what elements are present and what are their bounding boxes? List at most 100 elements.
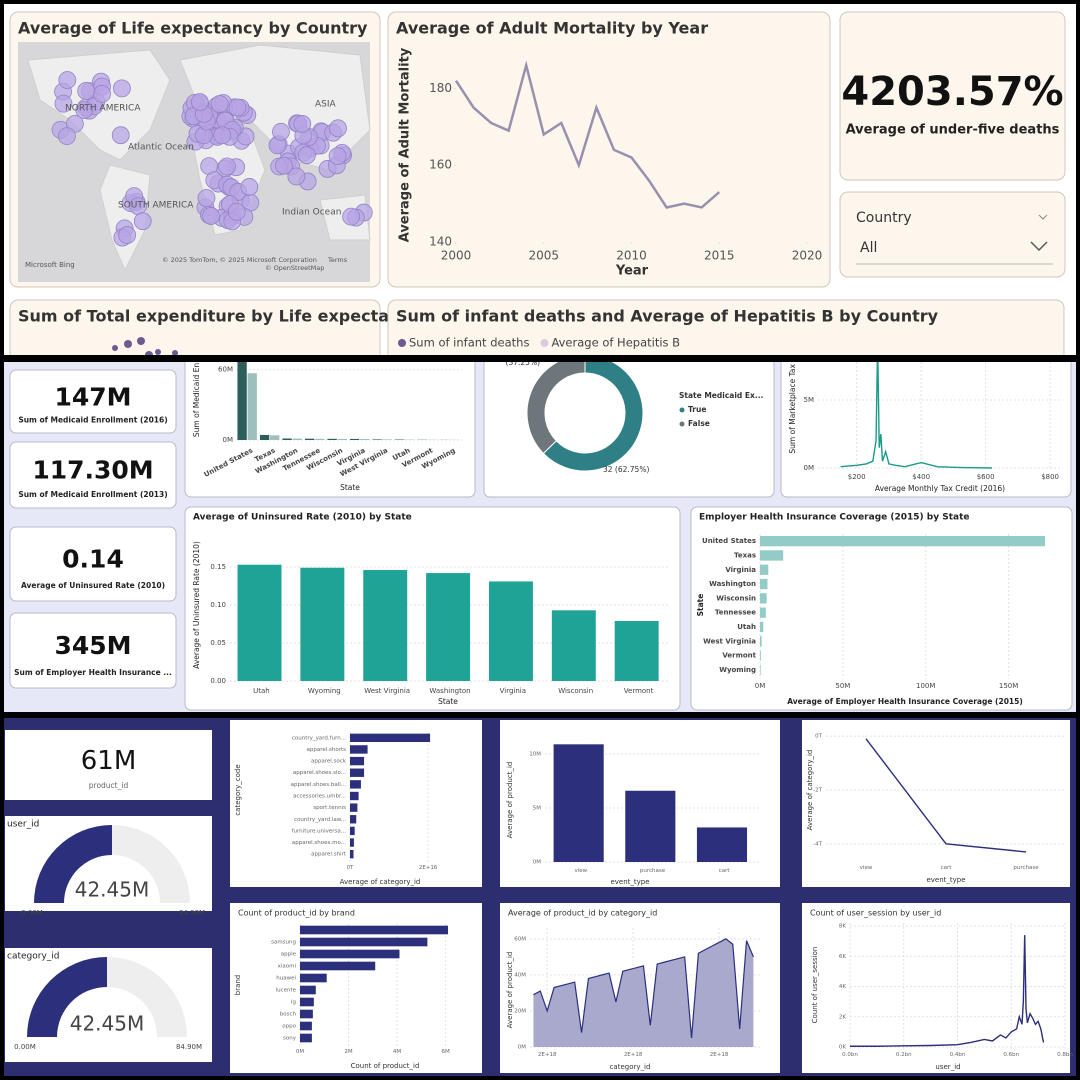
gauge-max-label: 84.90M: [179, 909, 205, 917]
y-tick-label: 180: [429, 81, 452, 95]
category-label: Washington: [709, 580, 756, 588]
panel-card: 0.14 Average of Uninsured Rate (2010): [9, 526, 177, 602]
y-tick-label: 0.00: [210, 677, 226, 685]
y-axis-label: Sum of Marketplace Tax C: [788, 356, 797, 453]
x-tick-label: $800: [1041, 473, 1059, 481]
map-bubble: [54, 94, 73, 113]
panel: [839, 191, 1066, 278]
map-label: SOUTH AMERICA: [118, 201, 194, 211]
dashboard-life-expectancy: Average of Life expectancy by Country NOR…: [4, 4, 1076, 355]
map-bubble: [58, 127, 76, 146]
data-line: [454, 60, 721, 209]
gauge-title: category_id: [7, 952, 60, 962]
x-axis-label: user_id: [935, 1063, 960, 1071]
x-tick-label: 2015: [704, 249, 735, 263]
x-tick-label: 2M: [344, 1049, 352, 1055]
y-tick-label: 0M: [518, 1045, 526, 1051]
x-tick-label: 2E+18: [624, 1052, 643, 1058]
bar: [327, 438, 337, 440]
bar: [300, 925, 449, 935]
x-tick-label: 2E+16: [419, 865, 438, 871]
scatter-dot-decoration: [172, 350, 178, 355]
x-tick-label: 2000: [441, 249, 472, 263]
y-tick-label: 8K: [839, 924, 846, 930]
card-value: 345M: [54, 631, 131, 660]
bar: [760, 636, 762, 647]
map-bubble: [329, 119, 347, 138]
x-tick-label: $600: [977, 473, 995, 481]
bar: [350, 733, 431, 743]
map-label: © 2025 TomTom, © 2025 Microsoft Corporat…: [162, 256, 317, 264]
category-label: cart: [719, 868, 731, 874]
legend-label: False: [688, 419, 710, 428]
card-value: 147M: [54, 382, 131, 411]
y-tick-label: -4T: [813, 841, 822, 847]
card-value: 117.30M: [32, 456, 153, 485]
x-axis-label: State: [438, 697, 458, 706]
bar: [551, 610, 596, 681]
category-label: apparel.shorts: [306, 747, 346, 753]
legend-title: State Medicaid Ex...: [679, 391, 764, 400]
map-bubble: [298, 146, 316, 165]
panel-card: 61M product_id: [5, 730, 212, 800]
bar: [315, 438, 325, 440]
bar: [247, 373, 257, 440]
panel-donut: 32 (62.75%) (37.25%) State Medicaid Ex... T…: [483, 362, 775, 498]
panel-legend: Sum of infant deaths and Average of Hepa…: [387, 299, 1065, 355]
category-label: oppo: [282, 1024, 296, 1030]
y-axis-label: Count of user_session: [811, 947, 819, 1024]
x-tick-label: 100M: [916, 682, 935, 690]
category-label: apple: [281, 952, 297, 958]
bar: [363, 570, 408, 681]
panel-line: 0T -2T -4T event_type Average of category_id…: [802, 720, 1070, 887]
category-label: West Virginia: [364, 687, 410, 695]
category-label: samsung: [271, 940, 296, 946]
card-label: Sum of Medicaid Enrollment (2013): [18, 490, 167, 499]
panel: [690, 506, 1073, 711]
category-label: view: [860, 865, 873, 871]
donut-slice: [542, 362, 644, 472]
category-label: Utah: [253, 687, 270, 695]
x-tick-label: 0.8bn: [1057, 1052, 1073, 1058]
card-label: Sum of Medicaid Enrollment (2016): [18, 415, 167, 424]
y-tick-label: 10M: [529, 752, 541, 758]
y-tick-label: 0K: [839, 1045, 846, 1051]
category-label: Wisconsin: [716, 594, 756, 602]
slicer-value: All: [860, 240, 877, 256]
map-bubble: [213, 126, 232, 145]
panel-line: Average of Adult Mortality by Year 140 160…: [387, 11, 831, 288]
panel: [9, 369, 177, 434]
y-tick-label: 5M: [804, 396, 815, 404]
category-label: Washington: [429, 687, 470, 695]
map-bubble: [275, 156, 293, 175]
bar: [237, 362, 247, 440]
scatter-dot-decoration: [137, 337, 145, 345]
panel: [9, 612, 177, 689]
panel: [387, 299, 1065, 355]
category-label: accessories.umbr...: [293, 794, 346, 800]
y-axis-label: Average of Adult Mortality: [398, 47, 413, 242]
panel: [5, 730, 212, 800]
y-tick-label: 6K: [839, 954, 846, 960]
card-label: Average of Uninsured Rate (2010): [21, 581, 165, 590]
bar: [350, 826, 355, 836]
bar: [488, 581, 533, 681]
y-axis-label: category_code: [234, 764, 242, 815]
bar: [553, 744, 604, 862]
category-label: purchase: [640, 868, 666, 874]
category-label: Wisconsin: [558, 687, 593, 695]
bar: [760, 550, 784, 561]
y-tick-label: 5M: [533, 806, 541, 812]
bar: [625, 790, 676, 862]
bar: [614, 620, 659, 681]
panel-hbar: Employer Health Insurance Coverage (2015…: [690, 506, 1073, 711]
map-bubble: [197, 189, 216, 207]
bar: [350, 756, 365, 766]
bar: [760, 536, 1046, 547]
dropdown-chevron: [1030, 241, 1048, 252]
x-tick-label: 0M: [755, 682, 766, 690]
category-label: country_yard.law...: [294, 817, 346, 823]
scatter-dot-decoration: [124, 340, 132, 348]
x-tick-label: 0.2bn: [896, 1052, 912, 1058]
bar: [300, 973, 327, 983]
